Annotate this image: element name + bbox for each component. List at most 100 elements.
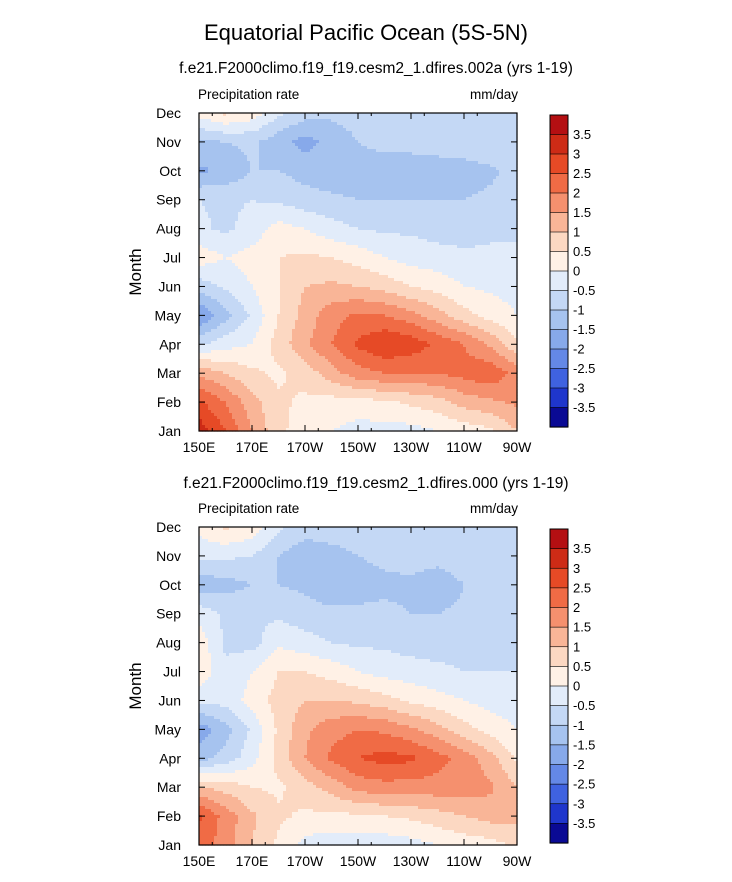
colorbar-swatch	[549, 607, 569, 628]
x-tick-label: 150W	[340, 853, 377, 869]
colorbar-swatch	[549, 803, 569, 824]
colorbar-tick-label: -2.5	[573, 361, 595, 376]
colorbar-swatch	[549, 646, 569, 667]
y-tick-label: Feb	[157, 394, 181, 410]
colorbar-tick-label: -0.5	[573, 283, 595, 298]
colorbar-tick-label: 0	[573, 679, 580, 694]
colorbar-swatch	[549, 823, 569, 844]
colorbar-swatch	[549, 783, 569, 805]
colorbar-swatch	[549, 587, 569, 609]
y-tick-label: Jan	[158, 423, 181, 439]
colorbar-tick-label: -3	[573, 796, 585, 811]
colorbar-tick-label: -1.5	[573, 322, 595, 337]
colorbar-tick-label: 1	[573, 225, 580, 240]
y-tick-label: Mar	[157, 779, 181, 795]
colorbar-tick-label: 2.5	[573, 580, 591, 595]
panel-2-run-title: f.e21.F2000climo.f19_f19.cesm2_1.dfires.…	[126, 475, 626, 493]
y-tick-label: Dec	[156, 105, 181, 121]
colorbar-tick-label: 3	[573, 561, 580, 576]
y-tick-label: Aug	[156, 221, 181, 237]
colorbar-tick-label: -1	[573, 718, 585, 733]
y-tick-label: Jun	[158, 278, 181, 294]
x-tick-label: 110W	[446, 439, 482, 455]
y-axis-label: Month	[126, 248, 145, 295]
colorbar-tick-label: 1	[573, 639, 580, 654]
y-tick-label: Nov	[156, 548, 181, 564]
panel-1-run-title: f.e21.F2000climo.f19_f19.cesm2_1.dfires.…	[126, 60, 626, 78]
colorbar-tick-label: -2.5	[573, 777, 595, 792]
x-tick-label: 130W	[393, 853, 430, 869]
colorbar-tick-label: -1.5	[573, 737, 595, 752]
colorbar-tick-label: -1	[573, 303, 585, 318]
panel-2-field-label: Precipitation rate	[198, 501, 299, 516]
x-tick-label: 90W	[503, 853, 533, 869]
y-tick-label: Sep	[156, 606, 181, 622]
colorbar-tick-label: -0.5	[573, 698, 595, 713]
figure-title: Equatorial Pacific Ocean (5S-5N)	[0, 20, 732, 46]
colorbar-tick-label: -2	[573, 757, 585, 772]
y-tick-label: Oct	[159, 163, 181, 179]
colorbar-tick-label: 3	[573, 147, 580, 162]
y-tick-label: Sep	[156, 192, 181, 208]
y-tick-label: Jun	[158, 692, 181, 708]
colorbar-frame	[549, 114, 569, 428]
contour-fill	[199, 113, 518, 432]
y-tick-label: Mar	[157, 365, 181, 381]
y-tick-label: Jul	[163, 250, 181, 266]
y-tick-label: Feb	[157, 808, 181, 824]
colorbar: 3.5 3 2.5 2 1.5 1 0.5 0 -0.5 -1 -1.5 -2 -2.5 -3 -3.5	[549, 114, 595, 428]
x-tick-label: 110W	[446, 853, 482, 869]
y-tick-label: Apr	[159, 336, 181, 352]
colorbar-swatch	[549, 744, 569, 766]
colorbar-swatch	[549, 528, 569, 550]
panel-1-field-label: Precipitation rate	[198, 87, 299, 102]
x-tick-label: 150W	[340, 439, 377, 455]
colorbar-tick-label: -2	[573, 342, 585, 357]
x-tick-label: 130W	[393, 439, 430, 455]
colorbar-tick-label: 0.5	[573, 244, 591, 259]
x-tick-label: 170E	[236, 439, 269, 455]
panel-1-units-label: mm/day	[398, 87, 518, 102]
colorbar-tick-label: -3.5	[573, 816, 595, 831]
y-tick-label: Apr	[159, 750, 181, 766]
colorbar-swatch	[549, 548, 569, 569]
y-tick-label: May	[155, 721, 181, 737]
colorbar-tick-label: 1.5	[573, 205, 591, 220]
colorbar-swatch	[549, 666, 569, 687]
colorbar-tick-label: 2	[573, 186, 580, 201]
y-tick-label: May	[155, 307, 181, 323]
colorbar-swatch	[549, 724, 569, 746]
colorbar-tick-label: 1.5	[573, 620, 591, 635]
colorbar-tick-label: 3.5	[573, 127, 591, 142]
colorbar-frame	[549, 528, 569, 844]
x-tick-label: 90W	[503, 439, 533, 455]
y-axis-label: Month	[126, 662, 145, 709]
colorbar-swatch	[549, 685, 569, 707]
colorbar-swatch	[549, 567, 569, 589]
colorbar-swatch	[549, 626, 569, 648]
y-tick-label: Oct	[159, 577, 181, 593]
colorbar-tick-label: -3	[573, 381, 585, 396]
y-tick-label: Nov	[156, 134, 181, 150]
x-tick-label: 150E	[183, 853, 216, 869]
x-tick-label: 170W	[287, 439, 324, 455]
y-tick-label: Jan	[158, 837, 181, 853]
x-tick-label: 170E	[236, 853, 269, 869]
colorbar-swatch	[549, 705, 569, 726]
y-tick-label: Aug	[156, 635, 181, 651]
colorbar-tick-label: -3.5	[573, 400, 595, 415]
colorbar-tick-label: 2	[573, 600, 580, 615]
x-tick-label: 150E	[183, 439, 216, 455]
contour-fill	[199, 527, 518, 846]
panel-2-units-label: mm/day	[398, 501, 518, 516]
x-tick-label: 170W	[287, 853, 324, 869]
colorbar-tick-label: 0	[573, 264, 580, 279]
colorbar-tick-label: 2.5	[573, 166, 591, 181]
y-tick-label: Jul	[163, 664, 181, 680]
colorbar-swatch	[549, 764, 569, 785]
colorbar: 3.5 3 2.5 2 1.5 1 0.5 0 -0.5 -1 -1.5 -2 -2.5 -3 -3.5	[549, 528, 595, 844]
colorbar-tick-label: 0.5	[573, 659, 591, 674]
